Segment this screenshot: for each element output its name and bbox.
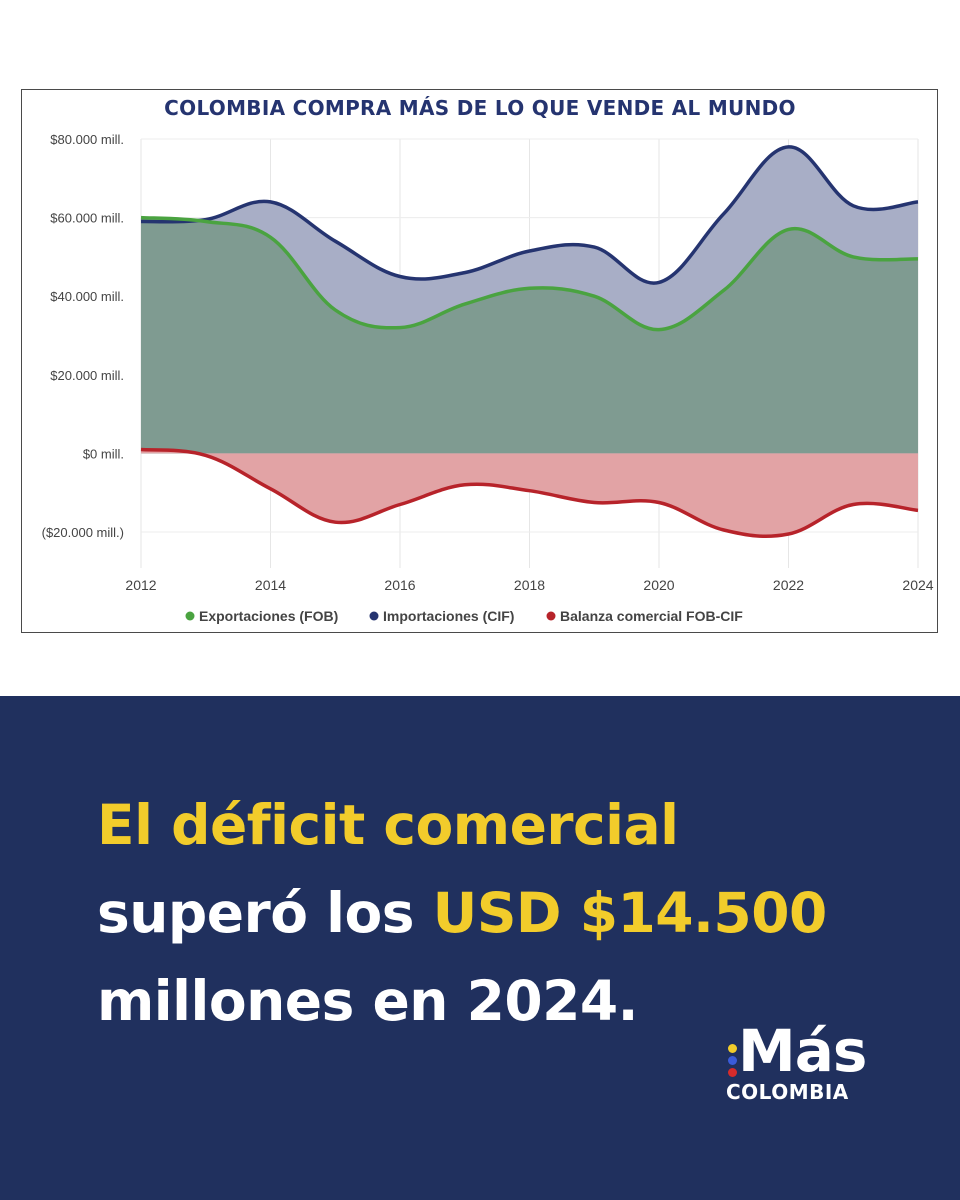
x-tick-label: 2012	[125, 577, 156, 593]
y-tick-label: $20.000 mill.	[50, 368, 124, 383]
headline: El déficit comercial superó los USD $14.…	[97, 781, 877, 1045]
legend-marker	[546, 611, 556, 621]
balance-area	[141, 449, 918, 537]
logo-sub: COLOMBIA	[726, 1080, 849, 1104]
trade-balance-chart: COLOMBIA COMPRA MÁS DE LO QUE VENDE AL M…	[42, 96, 934, 624]
y-tick-label: ($20.000 mill.)	[42, 525, 124, 540]
headline-line2-prefix: superó los	[97, 881, 433, 945]
logo-word: Más	[738, 1017, 867, 1085]
headline-line2-highlight: USD $14.500	[432, 881, 828, 945]
exports-line	[140, 215, 919, 332]
y-tick-label: $0 mill.	[83, 446, 124, 461]
mas-colombia-logo: Más COLOMBIA	[724, 1018, 874, 1108]
x-tick-label: 2020	[643, 577, 674, 593]
headline-line1: El déficit comercial	[97, 793, 679, 857]
logo-flag-dots-icon	[728, 1044, 738, 1084]
y-tick-label: $60.000 mill.	[50, 211, 124, 226]
legend-label: Exportaciones (FOB)	[199, 608, 338, 624]
y-tick-label: $80.000 mill.	[50, 132, 124, 147]
imports-line	[140, 145, 919, 285]
chart-title: COLOMBIA COMPRA MÁS DE LO QUE VENDE AL M…	[164, 96, 796, 120]
x-tick-label: 2024	[902, 577, 933, 593]
balance-line	[140, 447, 919, 539]
x-tick-label: 2014	[255, 577, 286, 593]
x-tick-label: 2016	[384, 577, 415, 593]
x-tick-label: 2018	[514, 577, 545, 593]
legend-marker	[369, 611, 379, 621]
legend-label: Balanza comercial FOB-CIF	[560, 608, 743, 624]
legend-label: Importaciones (CIF)	[383, 608, 514, 624]
exports-area	[141, 217, 918, 454]
y-tick-label: $40.000 mill.	[50, 289, 124, 304]
chart-section: COLOMBIA COMPRA MÁS DE LO QUE VENDE AL M…	[21, 89, 938, 633]
legend-marker	[185, 611, 195, 621]
chart-frame: COLOMBIA COMPRA MÁS DE LO QUE VENDE AL M…	[21, 89, 938, 633]
message-panel: El déficit comercial superó los USD $14.…	[0, 696, 960, 1200]
x-tick-label: 2022	[773, 577, 804, 593]
headline-line3: millones en 2024.	[97, 969, 639, 1033]
